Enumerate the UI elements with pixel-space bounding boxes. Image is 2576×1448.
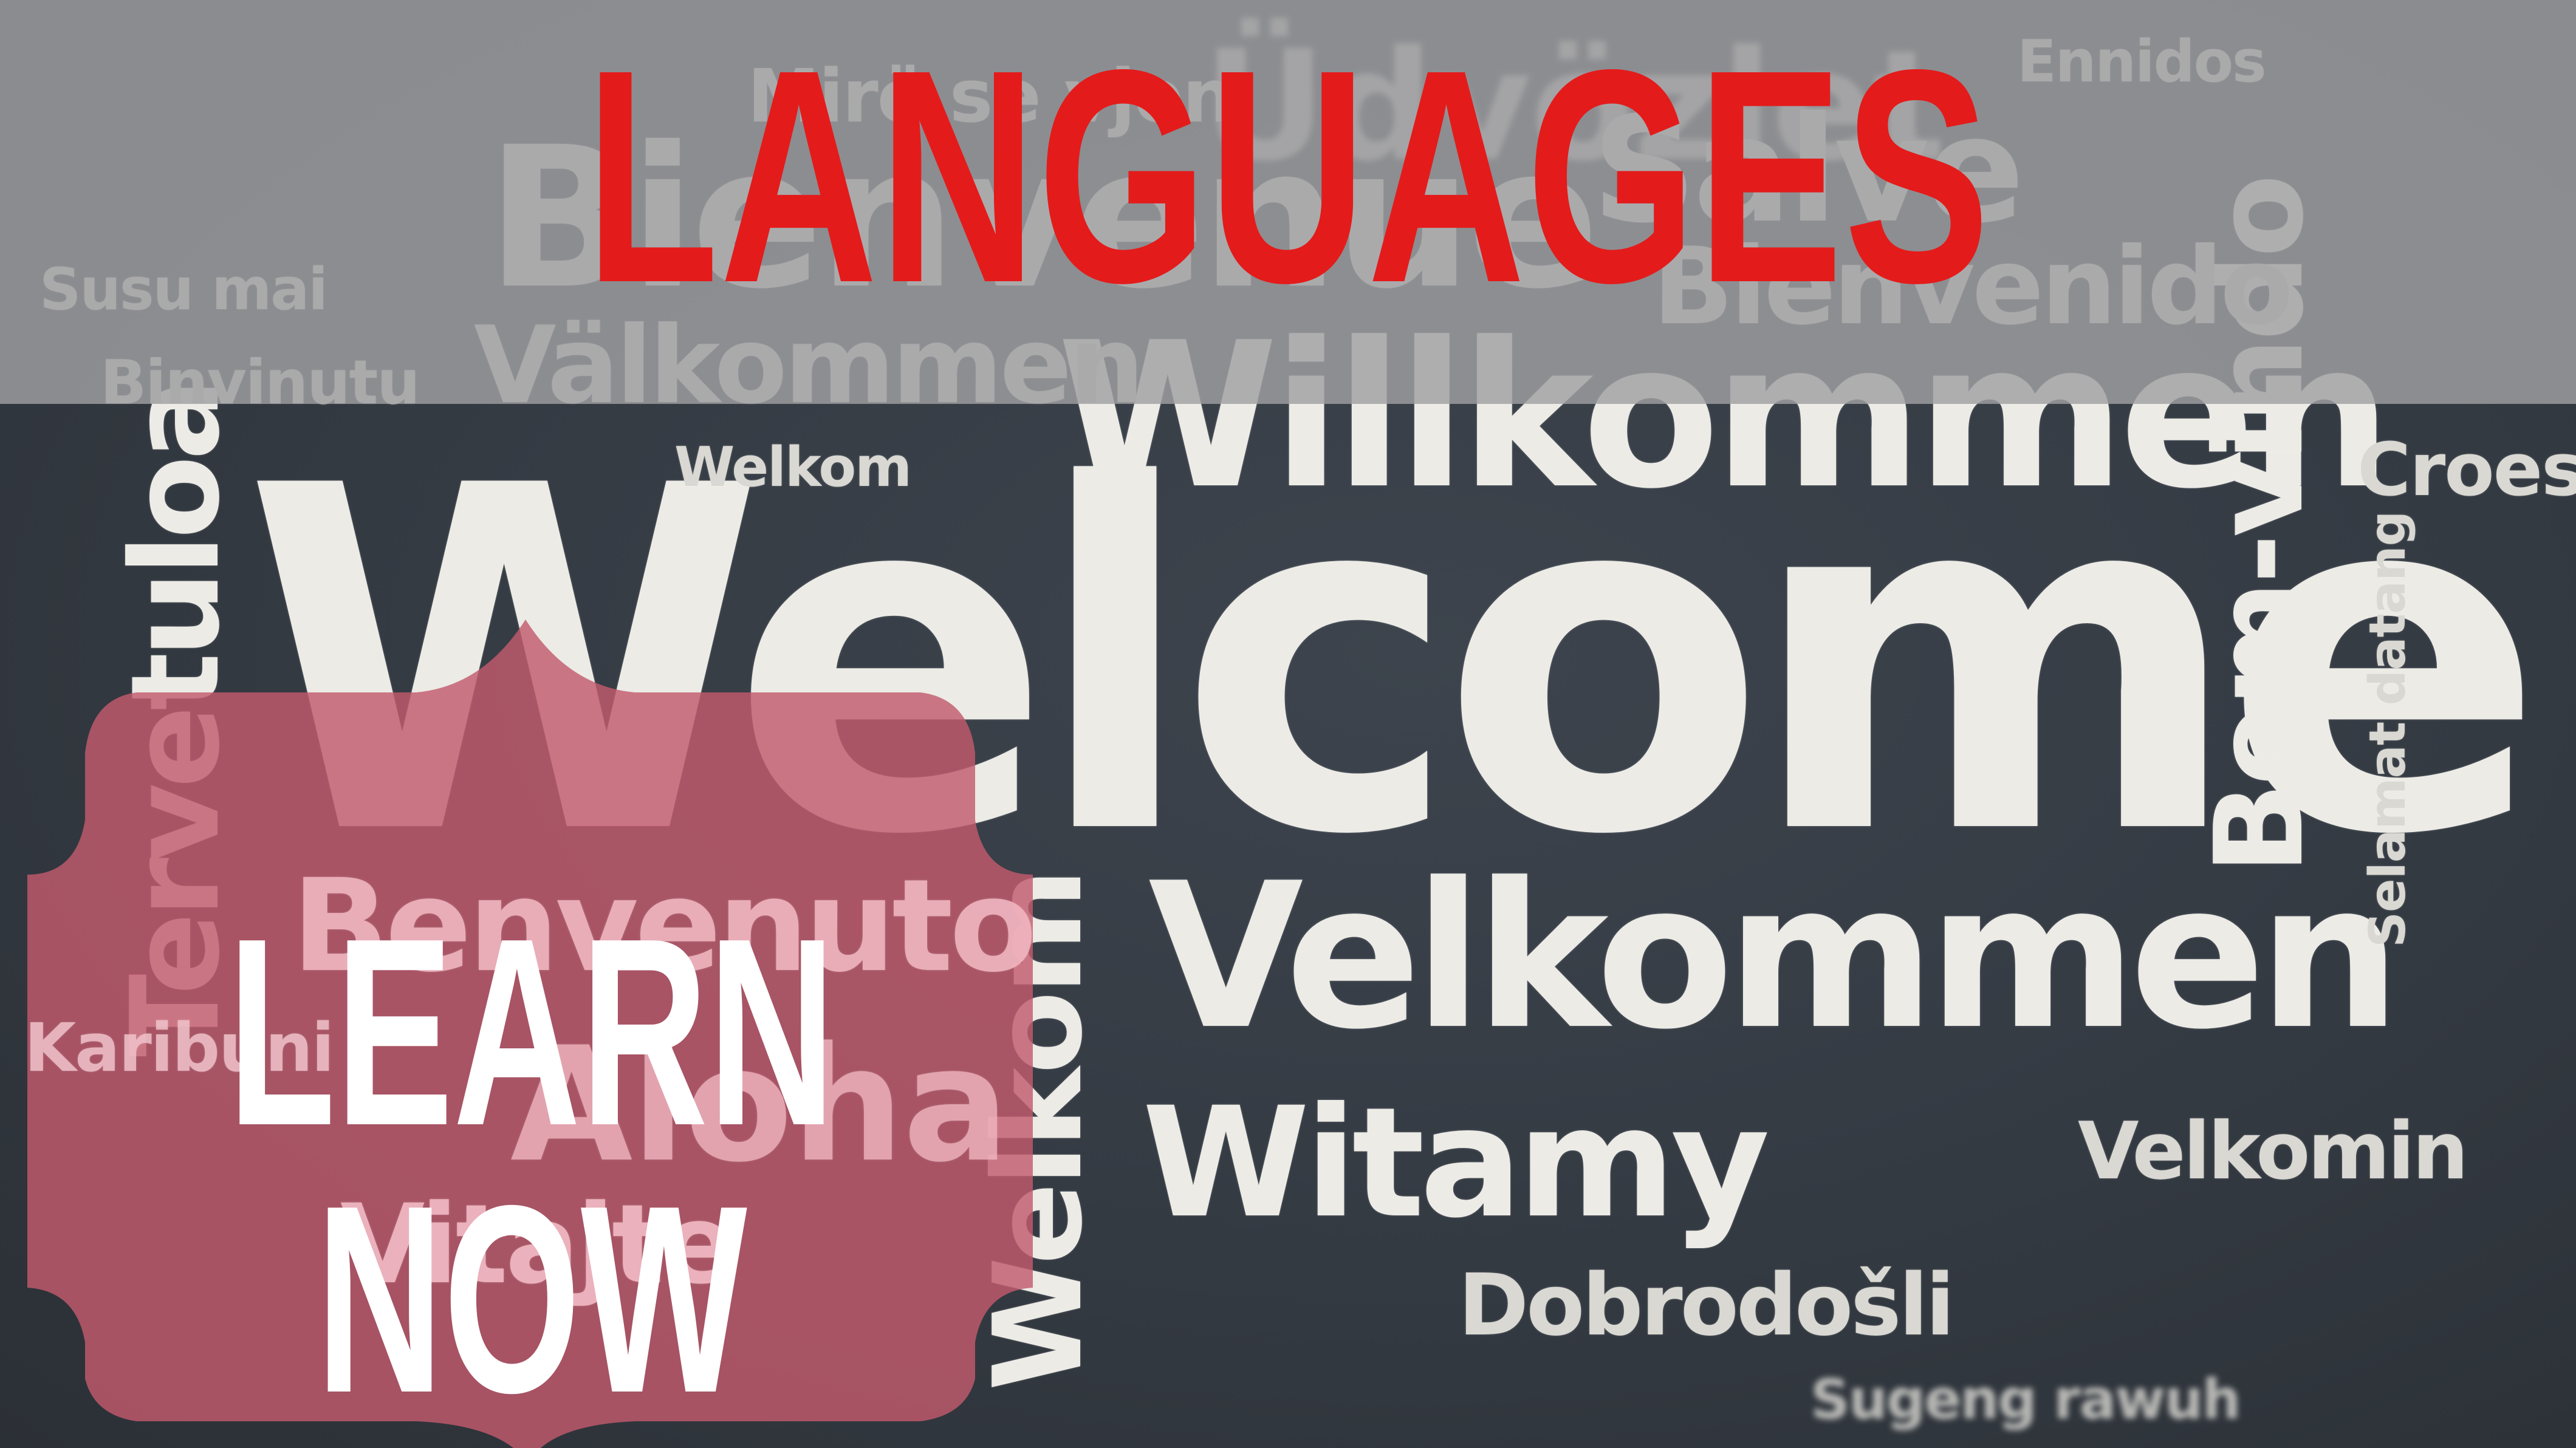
page-title: LANGUAGES (585, 6, 1991, 346)
chalk-word-velkomin: Velkomin (2078, 1105, 2468, 1197)
chalk-word-karibuni: Karibuni (24, 1009, 334, 1087)
chalk-word-selamat-datang: Selamat datang (2359, 511, 2417, 948)
chalk-word-aloha: Aloha (510, 1014, 1010, 1197)
chalk-word-sugeng-rawuh: Sugeng rawuh (1810, 1368, 2241, 1432)
chalk-word-croeso: Croeso (2357, 428, 2576, 513)
chalk-word-velkommen: Velkommen (1148, 840, 2401, 1073)
badge-shape (27, 620, 1033, 1448)
learn-now-button[interactable]: LEARN NOW (227, 883, 836, 1448)
cta-badge[interactable] (21, 613, 1042, 1448)
chalk-word-vitajte: Vitajte (340, 1181, 736, 1308)
title-band (0, 0, 2576, 404)
chalk-word-welkom: Welkom (674, 435, 912, 499)
chalk-word-witamy: Witamy (1142, 1074, 1770, 1251)
chalk-word-benvenuto: Benvenuto (292, 852, 1037, 1000)
chalk-word-dobrodosli: Dobrodošli (1458, 1256, 1955, 1355)
